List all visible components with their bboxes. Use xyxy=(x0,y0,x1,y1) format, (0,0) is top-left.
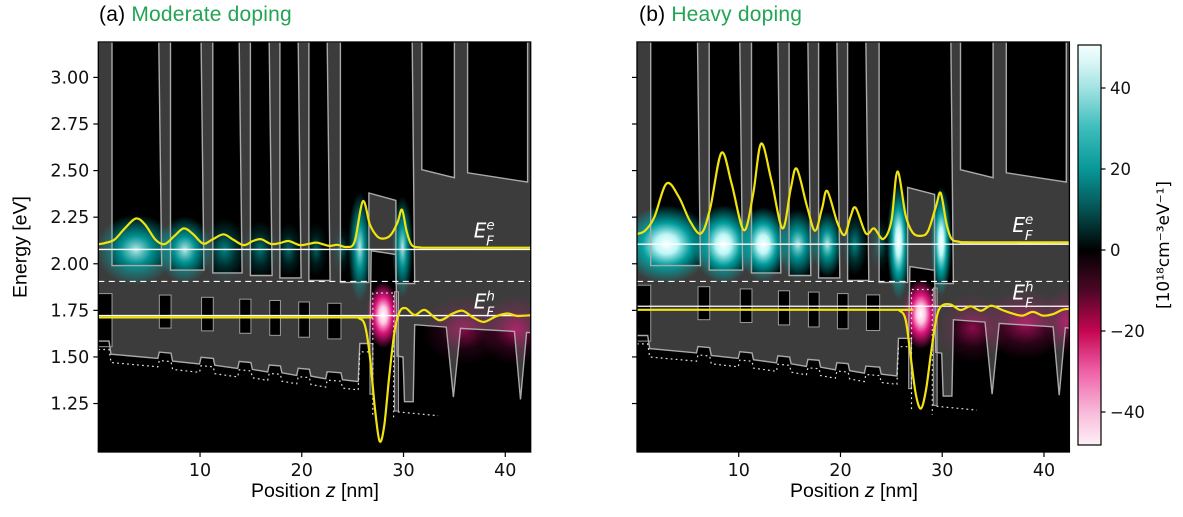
barrier-valence-pocket xyxy=(637,284,652,342)
fermi-label-sup: e xyxy=(1025,212,1033,228)
fermi-label-sub: F xyxy=(1025,228,1033,244)
barrier-valence-pocket xyxy=(697,286,711,321)
fermi-label-sub: F xyxy=(486,305,494,321)
x-tick-label: 10 xyxy=(728,461,750,481)
dotted-hole-well-outline xyxy=(910,288,933,415)
barrier-valence-pocket xyxy=(298,301,310,338)
electron-density-blob xyxy=(930,186,952,297)
colorbar-tick-label: −40 xyxy=(1110,403,1145,422)
y-tick-label: 2.00 xyxy=(50,255,89,275)
dotted-valence-line xyxy=(637,343,909,385)
panel-b-title-text: Heavy doping xyxy=(671,3,803,26)
y-tick-label: 2.25 xyxy=(50,208,89,228)
panel-a-title: (a) Moderate doping xyxy=(99,3,292,27)
fermi-label-hole: Eh F xyxy=(474,289,495,321)
electron-density-curve xyxy=(637,142,1070,244)
electron-density-curve xyxy=(98,200,531,249)
hole-density-blob xyxy=(903,278,939,350)
panel-a-x-axis-label: Position z [nm] xyxy=(251,480,379,502)
valence-band-edge xyxy=(98,249,531,403)
colorbar-unit-label: [10¹⁸cm⁻³eV⁻¹] xyxy=(1154,180,1174,310)
barrier-valence-pocket xyxy=(327,302,342,340)
y-axis-label: Energy [eV] xyxy=(9,196,32,298)
panel-a-plot-area xyxy=(98,42,531,452)
x-tick-label: 40 xyxy=(494,461,516,481)
panel-frame xyxy=(97,41,532,453)
x-tick-label: 20 xyxy=(829,461,851,481)
fermi-label-electron: Ee F xyxy=(1012,212,1033,244)
valence-band-edge xyxy=(637,265,1070,397)
barrier-valence-pocket xyxy=(777,290,791,326)
y-tick-label: 2.75 xyxy=(50,115,89,135)
fermi-label-base: E xyxy=(1012,213,1025,237)
hole-density-curve xyxy=(637,302,1070,410)
fermi-label-sup: h xyxy=(1025,279,1034,295)
hole-density-blob xyxy=(1045,286,1070,357)
x-tick-label: 30 xyxy=(392,461,414,481)
dotted-valence-line xyxy=(98,348,370,391)
fermi-label-sup: h xyxy=(486,289,495,305)
dotted-hole-well-outline xyxy=(372,292,395,421)
y-tick-label: 2.50 xyxy=(50,162,89,182)
panel-a-title-index: (a) xyxy=(99,3,132,26)
panel-b-plot-area xyxy=(637,42,1070,452)
fermi-label-hole: Eh F xyxy=(1012,279,1033,311)
fermi-label-sup: e xyxy=(486,217,494,233)
y-tick-label: 3.00 xyxy=(50,68,89,88)
fermi-label-sub: F xyxy=(486,233,494,249)
barrier-valence-pocket xyxy=(201,296,214,332)
barrier-valence-pocket xyxy=(98,293,113,348)
barrier-valence-pocket xyxy=(836,293,849,330)
colorbar-tick-label: −20 xyxy=(1110,322,1145,341)
barrier-valence-pocket xyxy=(239,298,252,334)
fermi-label-electron: Ee F xyxy=(474,217,495,249)
colorbar-tick-label: 0 xyxy=(1110,241,1121,260)
barrier-valence-pocket xyxy=(865,294,881,331)
hole-density-curve xyxy=(98,306,531,443)
colorbar-tick-label: 20 xyxy=(1110,160,1131,179)
electron-density-blob xyxy=(348,192,372,302)
fermi-label-base: E xyxy=(474,218,487,242)
dotted-valence-stub xyxy=(397,411,439,417)
fermi-label-base: E xyxy=(474,290,487,314)
x-tick-label: 20 xyxy=(291,461,313,481)
colorbar xyxy=(1077,44,1102,446)
colorbar-tick-label: 40 xyxy=(1110,79,1131,98)
conduction-band-edge xyxy=(637,42,1070,285)
barrier-valence-pocket xyxy=(158,294,172,329)
x-tick-label: 10 xyxy=(189,461,211,481)
conduction-band-edge xyxy=(98,42,531,285)
panel-b-title: (b) Heavy doping xyxy=(639,3,802,27)
panel-frame xyxy=(636,41,1071,453)
y-tick-label: 1.75 xyxy=(50,301,89,321)
fermi-label-sub: F xyxy=(1025,295,1033,311)
hole-density-blob xyxy=(478,294,531,366)
panel-a-title-text: Moderate doping xyxy=(131,3,292,26)
fermi-label-base: E xyxy=(1012,280,1025,304)
dotted-valence-stub xyxy=(936,405,977,411)
y-tick-label: 1.25 xyxy=(50,395,89,415)
panel-b-x-axis-label: Position z [nm] xyxy=(790,480,918,502)
x-tick-label: 30 xyxy=(931,461,953,481)
x-tick-label: 40 xyxy=(1033,461,1055,481)
y-tick-label: 1.50 xyxy=(50,348,89,368)
panel-b-title-index: (b) xyxy=(639,3,672,26)
